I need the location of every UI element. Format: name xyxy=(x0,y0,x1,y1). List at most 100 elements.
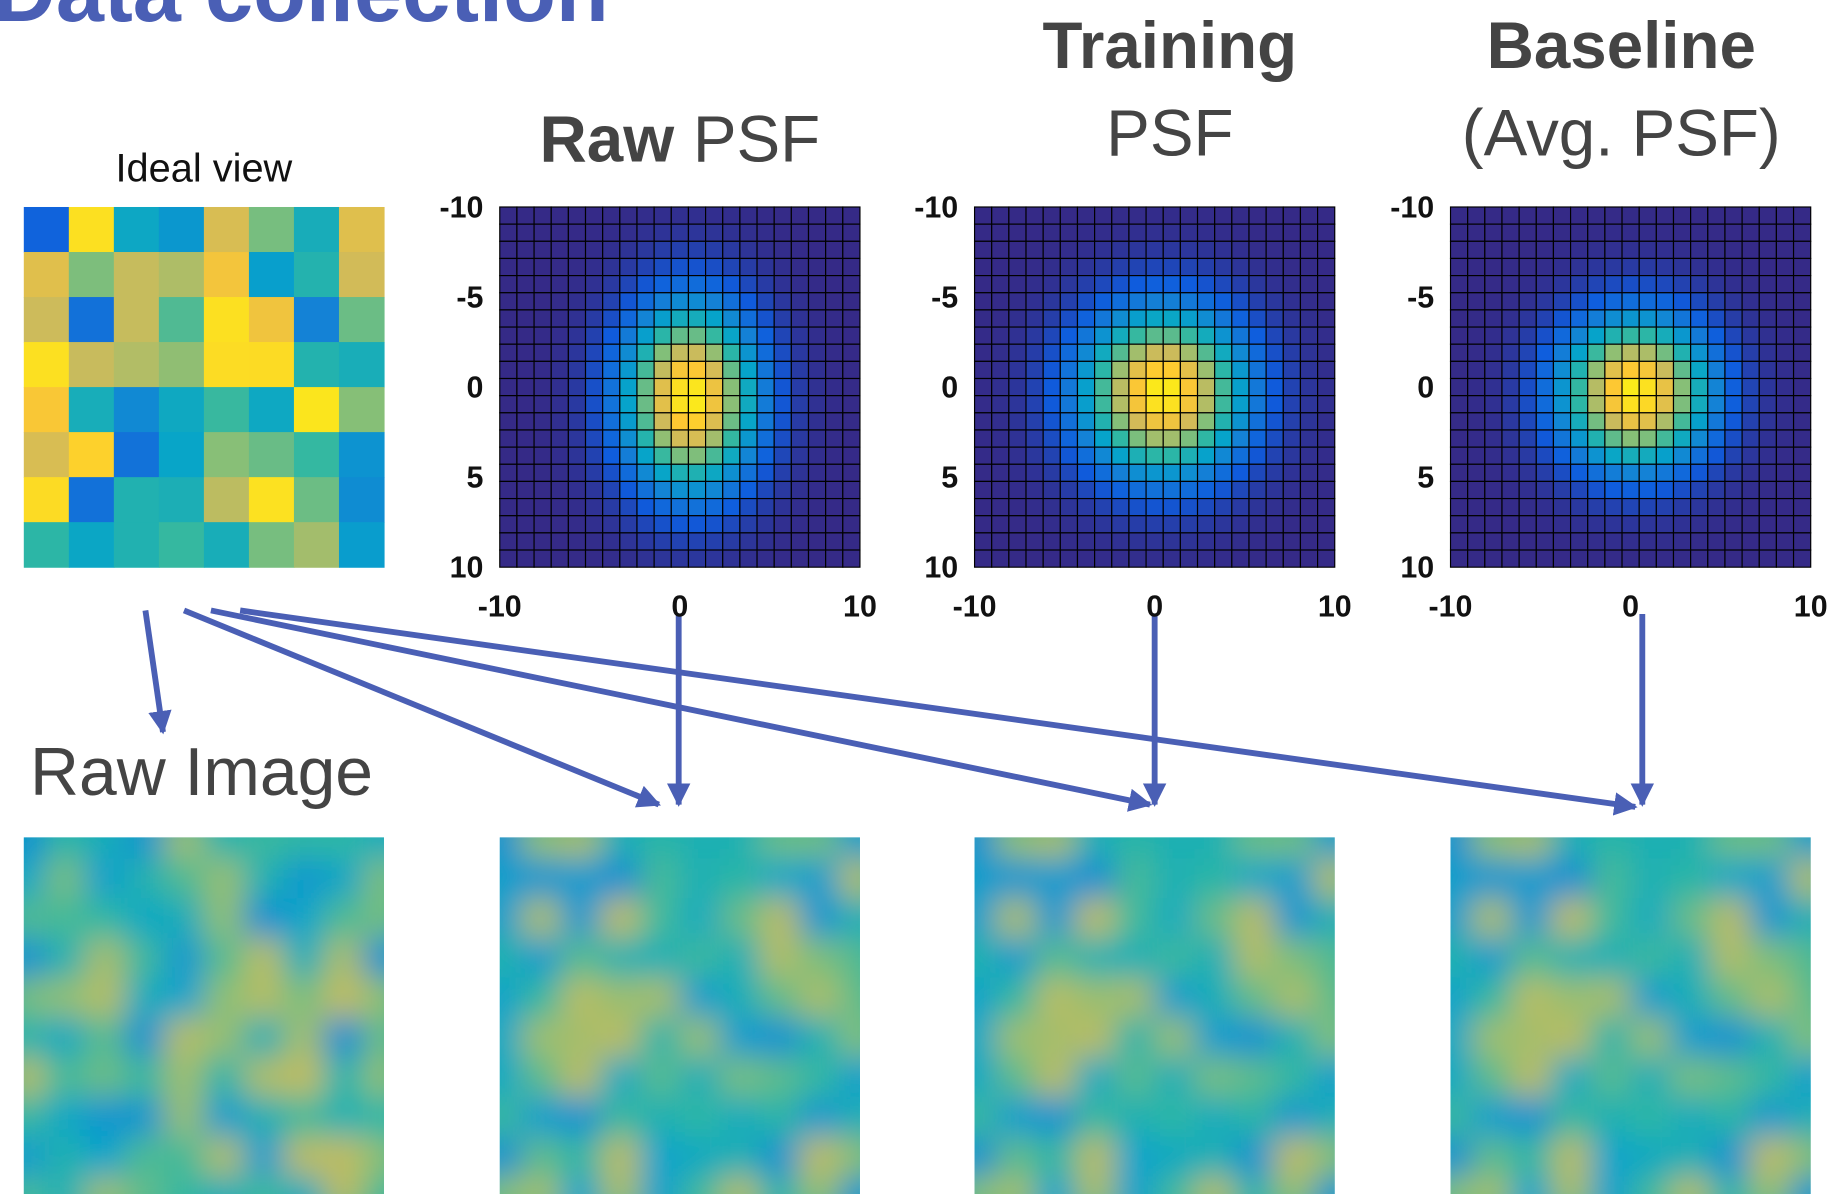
psf-cell xyxy=(1569,549,1589,568)
blur-patch xyxy=(164,1136,206,1178)
psf-cell xyxy=(1655,395,1675,414)
psf-cell xyxy=(584,549,604,568)
psf-cell xyxy=(1094,515,1113,534)
psf-cell xyxy=(550,377,569,397)
psf-cell xyxy=(790,463,810,483)
blur-patch xyxy=(1450,1057,1473,1099)
blur-patch xyxy=(1670,898,1712,940)
psf-cell xyxy=(1501,515,1520,534)
psf-cell xyxy=(1655,360,1675,380)
psf-cell xyxy=(773,532,792,551)
psf-cell xyxy=(1299,309,1319,328)
blur-patch xyxy=(1471,837,1513,860)
psf-cell xyxy=(1741,515,1760,534)
psf-cell xyxy=(550,309,569,328)
psf-cell xyxy=(1196,377,1216,397)
psf-cell xyxy=(756,515,775,534)
psf-cell xyxy=(653,360,672,380)
blur-patch xyxy=(203,1136,245,1178)
psf-cell xyxy=(653,463,672,483)
psf-cell xyxy=(1094,429,1113,448)
blur-patch xyxy=(1670,858,1712,900)
psf-cell xyxy=(1076,429,1096,448)
psf-cell xyxy=(842,206,861,225)
psf-cell xyxy=(1059,549,1079,568)
psf-cell xyxy=(1569,223,1589,242)
psf-cell xyxy=(1111,532,1130,551)
psf-cell xyxy=(1025,532,1044,551)
psf-cell xyxy=(1008,223,1027,242)
psf-cell xyxy=(1690,429,1709,448)
blur-patch xyxy=(44,1136,86,1178)
psf-cell xyxy=(1569,463,1589,483)
psf-cell xyxy=(1552,463,1572,483)
psf-cell xyxy=(516,497,535,517)
psf-cell xyxy=(1025,549,1044,568)
psf-cell xyxy=(1758,240,1777,260)
blur-patch xyxy=(1273,1017,1315,1059)
psf-cell xyxy=(1707,257,1726,277)
psf-cell xyxy=(1179,275,1199,294)
psf-cell xyxy=(1196,309,1216,328)
psf-cell xyxy=(1179,377,1199,397)
psf-cell xyxy=(790,343,810,362)
blur-patch xyxy=(799,977,841,1019)
psf-cell xyxy=(670,446,690,465)
psf-cell xyxy=(1621,497,1640,517)
psf-cell xyxy=(1008,532,1027,551)
psf-cell xyxy=(1707,480,1726,500)
psf-cell xyxy=(739,326,758,345)
psf-cell xyxy=(1179,257,1199,277)
psf-cell xyxy=(499,429,518,448)
psf-cell xyxy=(1076,446,1096,465)
blur-patch xyxy=(1590,1017,1632,1059)
patch xyxy=(338,432,385,478)
psf-cell xyxy=(1231,240,1250,260)
blur-patch xyxy=(499,1096,522,1138)
psf-cell xyxy=(1621,326,1640,345)
psf-cell xyxy=(1231,275,1250,294)
psf-cell xyxy=(722,463,741,483)
psf-cell xyxy=(1741,377,1760,397)
psf-cell xyxy=(1484,549,1503,568)
psf-cell xyxy=(1008,429,1027,448)
blur-patch xyxy=(560,1096,602,1138)
psf-cell xyxy=(1724,429,1743,448)
psf-cell xyxy=(991,326,1010,345)
psf-cell xyxy=(1248,532,1267,551)
psf-cell xyxy=(1282,275,1302,294)
psf-cell xyxy=(807,223,827,242)
psf-cell xyxy=(567,515,587,534)
blur-patch xyxy=(1749,1057,1791,1099)
psf-cell xyxy=(1282,515,1302,534)
blur-patch xyxy=(1075,1136,1117,1178)
psf-cell xyxy=(705,395,724,414)
psf-cell xyxy=(1111,240,1130,260)
blur-patch xyxy=(124,898,166,940)
psf-cell xyxy=(636,515,655,534)
psf-cell xyxy=(773,240,792,260)
psf-cell xyxy=(1552,257,1572,277)
patch xyxy=(203,252,250,298)
blur-patch xyxy=(1789,937,1811,979)
blur-patch xyxy=(1450,837,1473,860)
blur-patch xyxy=(600,977,642,1019)
psf-cell xyxy=(1775,292,1795,311)
psf-cell xyxy=(1655,240,1675,260)
psf-cell xyxy=(1552,480,1572,500)
psf-cell xyxy=(533,463,552,483)
psf-cell xyxy=(1484,532,1503,551)
blur-patch xyxy=(995,858,1037,900)
patch xyxy=(158,206,205,253)
psf-cell xyxy=(516,292,535,311)
psf-cell xyxy=(1265,257,1284,277)
psf-cell xyxy=(705,532,724,551)
psf-cell xyxy=(722,240,741,260)
psf-cell xyxy=(1552,532,1572,551)
psf-cell xyxy=(567,446,587,465)
psf-cell xyxy=(991,309,1010,328)
psf-cell xyxy=(1724,480,1743,500)
psf-cell xyxy=(1792,257,1812,277)
psf-cell xyxy=(1317,309,1336,328)
blur-patch xyxy=(520,1017,562,1059)
